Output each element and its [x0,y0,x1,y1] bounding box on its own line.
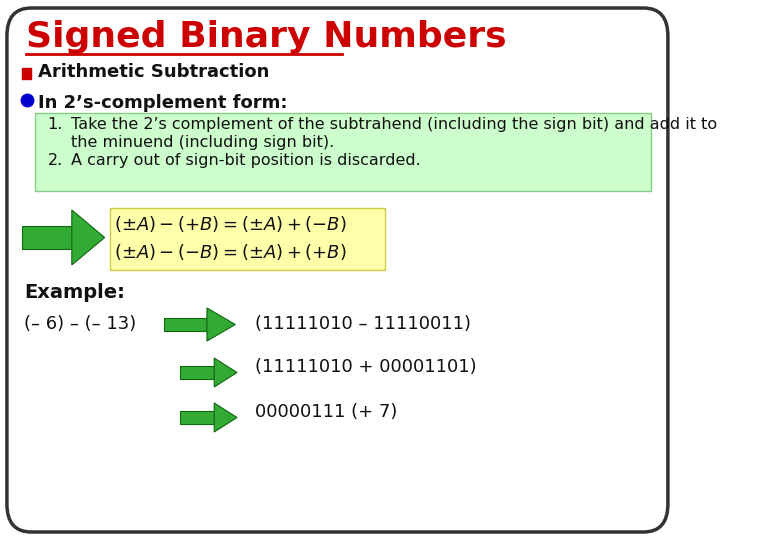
Text: Arithmetic Subtraction: Arithmetic Subtraction [38,63,269,81]
Polygon shape [207,308,236,341]
Polygon shape [215,403,237,432]
Text: Take the 2’s complement of the subtrahend (including the sign bit) and add it to: Take the 2’s complement of the subtrahen… [71,117,717,132]
Polygon shape [215,358,237,387]
Text: $(\pm A)-(+B)=(\pm A)+(-B)$: $(\pm A)-(+B)=(\pm A)+(-B)$ [114,214,347,234]
Text: 2.: 2. [48,153,63,168]
FancyBboxPatch shape [34,113,651,191]
Text: Signed Binary Numbers: Signed Binary Numbers [26,20,506,54]
Polygon shape [72,210,105,265]
Text: In 2’s-complement form:: In 2’s-complement form: [38,94,288,112]
Text: (11111010 + 00001101): (11111010 + 00001101) [255,358,477,376]
Text: A carry out of sign-bit position is discarded.: A carry out of sign-bit position is disc… [71,153,420,168]
Bar [22,68,31,79]
Bar [23,226,72,249]
Bar [180,367,214,379]
Bar [165,318,207,332]
Text: $(\pm A)-(-B)=(\pm A)+(+B)$: $(\pm A)-(-B)=(\pm A)+(+B)$ [114,242,347,262]
Text: 1.: 1. [48,117,63,132]
FancyBboxPatch shape [110,208,385,270]
Text: 00000111 (+ 7): 00000111 (+ 7) [255,403,398,421]
Text: (11111010 – 11110011): (11111010 – 11110011) [255,315,471,333]
Text: Example:: Example: [24,283,125,302]
Text: the minuend (including sign bit).: the minuend (including sign bit). [71,135,334,150]
Bar [180,411,214,423]
Text: (– 6) – (– 13): (– 6) – (– 13) [24,315,136,333]
FancyBboxPatch shape [7,8,668,532]
